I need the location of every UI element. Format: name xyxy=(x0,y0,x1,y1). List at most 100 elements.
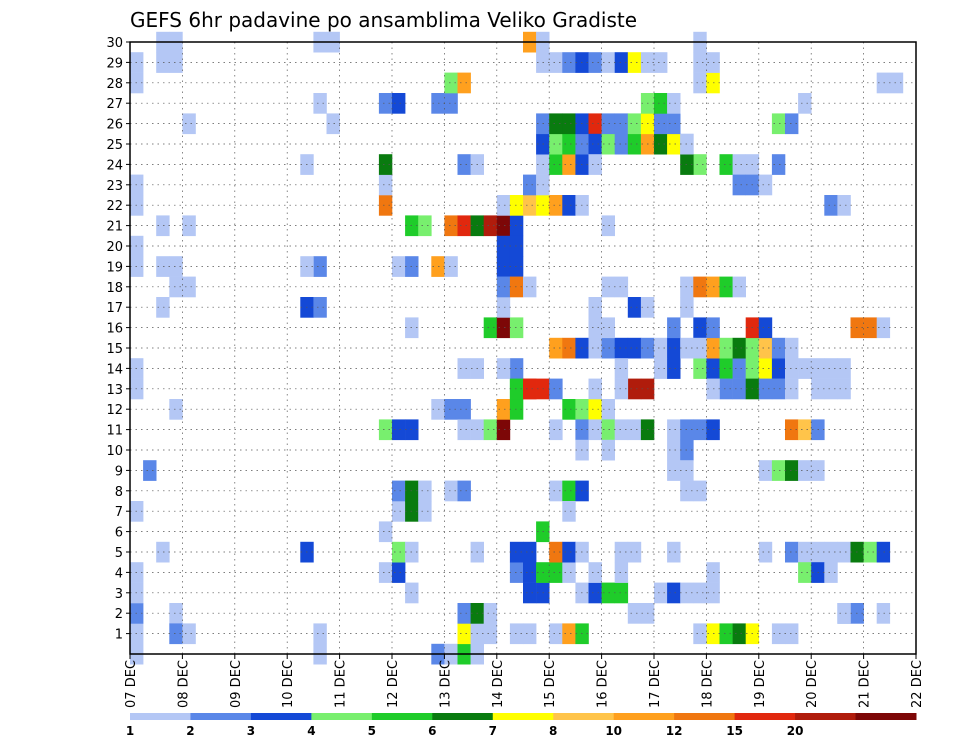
y-tick-label: 27 xyxy=(106,97,123,112)
y-tick-label: 12 xyxy=(106,403,123,418)
precip-cell xyxy=(798,541,812,563)
legend-label: 3 xyxy=(247,724,255,738)
precip-cell xyxy=(758,174,773,196)
precip-cell xyxy=(693,276,707,298)
precip-cell xyxy=(496,215,511,237)
y-tick-label: 21 xyxy=(106,220,123,235)
precip-cell xyxy=(693,582,707,604)
precip-cell xyxy=(549,623,563,645)
precip-cell xyxy=(496,419,511,441)
precip-cell xyxy=(509,562,524,583)
precip-cell xyxy=(378,562,393,583)
precip-cell xyxy=(627,52,642,73)
precip-cell xyxy=(588,154,602,175)
y-tick-label: 11 xyxy=(106,424,123,439)
precip-cell xyxy=(627,378,642,400)
precip-cell xyxy=(392,419,406,441)
precip-cell xyxy=(601,439,615,461)
legend-swatch xyxy=(371,713,433,720)
precip-cell xyxy=(693,337,707,359)
precip-cell xyxy=(523,276,537,298)
precip-cell xyxy=(496,235,511,257)
precip-cell xyxy=(457,603,471,624)
precip-cell xyxy=(732,623,746,645)
precip-cell xyxy=(378,521,393,543)
precip-cell xyxy=(627,603,642,624)
precip-cell xyxy=(837,195,851,216)
precip-cell xyxy=(444,399,458,420)
precip-cell xyxy=(732,337,746,359)
precip-cell xyxy=(798,419,812,441)
y-tick-label: 5 xyxy=(115,546,123,561)
precip-cell xyxy=(444,480,458,502)
x-tick-label: 16 DEC xyxy=(596,660,611,708)
precip-cell xyxy=(182,215,196,237)
precip-cell xyxy=(562,623,576,645)
precip-cell xyxy=(549,541,563,563)
precip-cell xyxy=(562,133,576,155)
precip-cell xyxy=(549,480,563,502)
precip-cell xyxy=(378,154,393,175)
precip-cell xyxy=(588,582,602,604)
precip-cell xyxy=(549,195,563,216)
precip-cell xyxy=(588,297,602,318)
precip-cell xyxy=(392,256,406,277)
precip-cell xyxy=(732,276,746,298)
precip-cell xyxy=(562,541,576,563)
precip-cell xyxy=(392,480,406,502)
precip-cell xyxy=(523,582,537,604)
precip-cell xyxy=(693,154,707,175)
precip-cell xyxy=(863,541,877,563)
precip-cell xyxy=(588,133,602,155)
y-axis: 1234567891011121314151617181920212223242… xyxy=(106,36,130,643)
precip-cell xyxy=(169,52,183,73)
precip-cell xyxy=(169,603,183,624)
precip-cell xyxy=(378,174,393,196)
precip-cell xyxy=(562,52,576,73)
precip-cell xyxy=(758,378,773,400)
x-tick-label: 18 DEC xyxy=(700,660,715,708)
precip-cell xyxy=(418,215,432,237)
precip-cell xyxy=(549,133,563,155)
precip-cell xyxy=(392,501,406,522)
precip-cell xyxy=(523,562,537,583)
legend-label: 12 xyxy=(666,724,683,738)
precip-cell xyxy=(654,133,668,155)
precip-cell xyxy=(378,93,393,114)
precip-cell xyxy=(169,399,183,420)
precip-cell xyxy=(614,378,629,400)
y-tick-label: 1 xyxy=(115,628,123,643)
precip-cell xyxy=(693,480,707,502)
precip-cell xyxy=(732,154,746,175)
precip-cell xyxy=(654,582,668,604)
precip-cell xyxy=(837,541,851,563)
precip-cell xyxy=(693,317,707,339)
y-tick-label: 30 xyxy=(106,36,123,51)
precip-cell xyxy=(313,256,327,277)
precip-cell xyxy=(562,480,576,502)
y-tick-label: 29 xyxy=(106,56,123,71)
precip-cell xyxy=(169,256,183,277)
precip-cell xyxy=(667,358,681,379)
precip-cell xyxy=(614,276,629,298)
precip-cell xyxy=(601,337,615,359)
y-tick-label: 19 xyxy=(106,260,123,275)
precip-cell xyxy=(667,317,681,339)
precip-cell xyxy=(549,378,563,400)
x-tick-label: 22 DEC xyxy=(910,660,925,708)
precip-cell xyxy=(509,317,524,339)
precip-cell xyxy=(496,399,511,420)
precip-cell xyxy=(693,72,707,94)
x-tick-label: 21 DEC xyxy=(858,660,873,708)
legend-swatch xyxy=(190,713,252,720)
y-tick-label: 17 xyxy=(106,301,123,316)
legend-swatch xyxy=(553,713,615,720)
y-tick-label: 16 xyxy=(106,322,123,337)
legend-label: 15 xyxy=(726,724,743,738)
precip-cell xyxy=(392,541,406,563)
precip-cell xyxy=(444,256,458,277)
precip-cell xyxy=(785,337,799,359)
precip-cell xyxy=(876,541,891,563)
precip-cell xyxy=(588,419,602,441)
precip-cell xyxy=(378,195,393,216)
